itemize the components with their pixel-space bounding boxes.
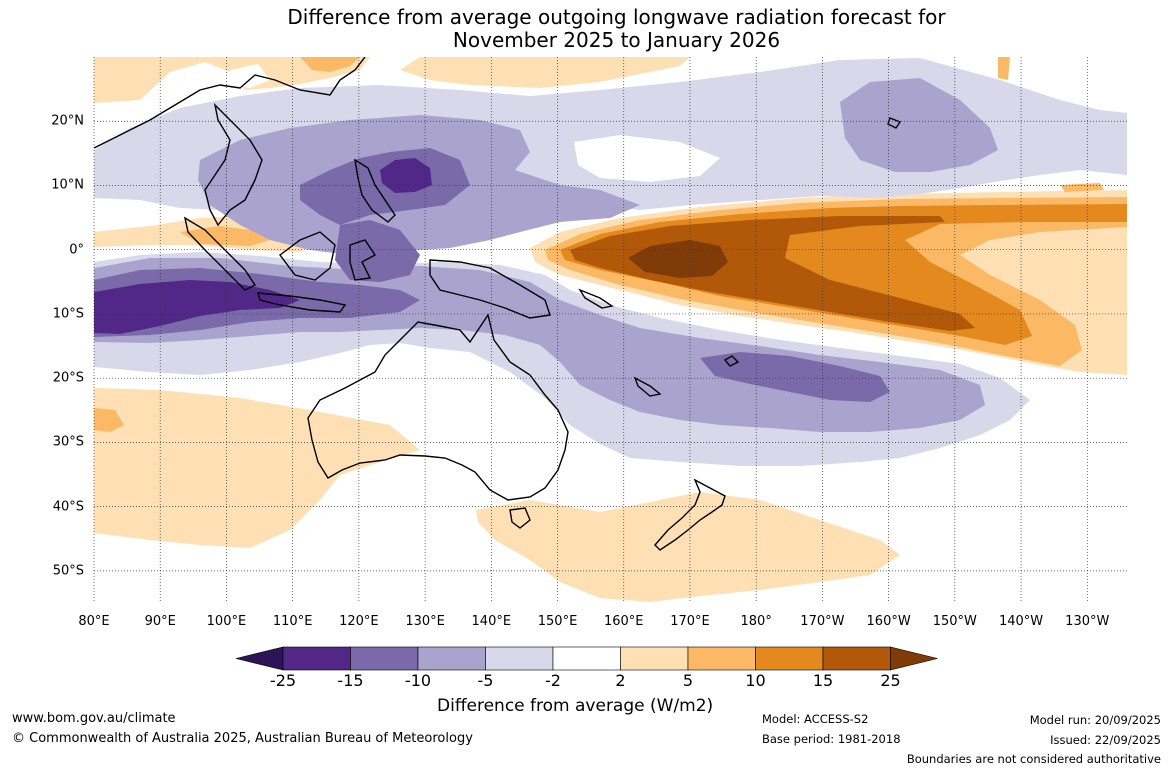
colorbar-segment xyxy=(350,646,419,671)
coastlines xyxy=(94,57,902,551)
anomaly-region-negative-10-15-maritime xyxy=(335,220,420,282)
anomaly-region-negative-15-25-philippines xyxy=(380,158,432,193)
latitude-label: 20°N xyxy=(51,113,84,129)
longitude-label: 150°W xyxy=(932,614,977,629)
colorbar-segment xyxy=(822,646,891,671)
new-guinea-coast xyxy=(429,259,551,319)
longitude-label: 120°E xyxy=(339,614,379,629)
colorbar-segment xyxy=(485,646,554,671)
longitude-label: 180° xyxy=(740,614,772,629)
latitude-label: 50°S xyxy=(52,563,84,579)
boundary-disclaimer: Boundaries are not considered authoritat… xyxy=(906,752,1161,766)
anomaly-region-negative-10-15-coral xyxy=(700,352,890,402)
gridlines xyxy=(93,57,1127,603)
latitude-label: 30°S xyxy=(52,434,84,450)
latitude-label: 20°S xyxy=(52,370,84,386)
longitude-label: 160°W xyxy=(866,614,911,629)
copyright-text: © Commonwealth of Australia 2025, Austra… xyxy=(12,731,473,746)
longitude-label: 80°E xyxy=(78,614,110,629)
colorbar-segment xyxy=(417,646,486,671)
anomaly-region-positive-2-5-north-pacific xyxy=(400,57,690,88)
colorbar xyxy=(235,646,938,671)
colorbar-tick-label: -10 xyxy=(404,671,432,690)
anomaly-region-negative-5-10-northeast xyxy=(840,78,998,172)
figure-title-line2: November 2025 to January 2026 xyxy=(452,28,781,52)
colorbar-tick-label: -15 xyxy=(337,671,364,690)
new-zealand-coast xyxy=(654,478,726,551)
model-run-date: Model run: 20/09/2025 xyxy=(1029,713,1161,727)
latitude-label: 10°S xyxy=(52,306,84,322)
anomaly-region-neutral-north-pacific xyxy=(574,135,720,182)
colorbar-segment xyxy=(282,646,351,671)
colorbar-segment xyxy=(620,646,689,671)
issued-date: Issued: 22/09/2025 xyxy=(1050,733,1161,747)
colorbar-tick-label: 5 xyxy=(682,671,694,690)
latitude-label: 10°N xyxy=(51,177,84,193)
colorbar-tick-label: 25 xyxy=(880,671,901,690)
longitude-label: 90°E xyxy=(144,614,176,629)
colorbar-tick-label: -5 xyxy=(477,671,494,690)
colorbar-segment xyxy=(552,646,621,671)
model-name: Model: ACCESS-S2 xyxy=(762,712,869,726)
longitude-label: 170°E xyxy=(670,614,710,629)
colorbar-tick-label: 10 xyxy=(745,671,766,690)
longitude-label: 150°E xyxy=(537,614,578,629)
longitude-label: 130°W xyxy=(1065,614,1110,629)
colorbar-title: Difference from average (W/m2) xyxy=(437,696,714,716)
longitude-label: 130°E xyxy=(405,614,445,629)
longitude-label: 170°W xyxy=(800,614,845,629)
anomaly-region-positive-2-5-south-indian xyxy=(94,388,420,548)
anomaly-region-positive-5-10-maritime xyxy=(180,226,270,246)
colorbar-segment xyxy=(687,646,756,671)
borneo-coast xyxy=(279,231,336,281)
colorbar-tick-label: 2 xyxy=(615,671,626,690)
colorbar-extend-min xyxy=(235,646,284,671)
java-coast xyxy=(257,292,347,313)
tasmania-coast xyxy=(509,507,531,529)
asia-coast xyxy=(94,57,366,227)
map-plot-area xyxy=(94,57,1127,603)
latitude-label: 0° xyxy=(69,242,84,258)
longitude-label: 140°W xyxy=(998,614,1044,629)
anomaly-region-positive-2-5-north xyxy=(94,57,370,103)
hawaii-coast xyxy=(887,117,902,129)
sulawesi-coast xyxy=(349,239,377,281)
fiji-coast xyxy=(723,355,740,367)
solomon-coast xyxy=(578,288,614,309)
australia-coast xyxy=(307,313,569,501)
colorbar-tick-label: 15 xyxy=(812,671,834,690)
colorbar-extend-max xyxy=(890,646,938,671)
new-caledonia-coast xyxy=(633,376,662,397)
longitude-label: 160°E xyxy=(603,614,644,629)
colorbar-tick-label: -25 xyxy=(269,671,297,690)
colorbar-segment xyxy=(755,646,824,671)
longitude-label: 100°E xyxy=(206,614,247,629)
base-period: Base period: 1981-2018 xyxy=(762,732,901,746)
anomaly-region-positive-5-10-north-b xyxy=(998,57,1010,80)
anomaly-region-positive-5-10-indian xyxy=(94,408,124,432)
anomaly-region-negative-15-25-indian xyxy=(94,280,300,334)
figure-title-line1: Difference from average outgoing longwav… xyxy=(287,5,946,29)
website-link[interactable]: www.bom.gov.au/climate xyxy=(12,711,176,726)
latitude-label: 40°S xyxy=(52,499,84,515)
philippines-coast xyxy=(354,158,396,223)
colorbar-tick-label: -2 xyxy=(545,671,561,690)
anomaly-region-neutral-north-pacific-b xyxy=(230,64,270,88)
longitude-label: 140°E xyxy=(471,614,512,629)
longitude-label: 110°E xyxy=(272,614,313,629)
sumatra-coast xyxy=(183,216,257,291)
anomaly-region-positive-2-5-tasman xyxy=(476,492,900,602)
anomaly-region-positive-5-10-north-a xyxy=(300,57,360,72)
